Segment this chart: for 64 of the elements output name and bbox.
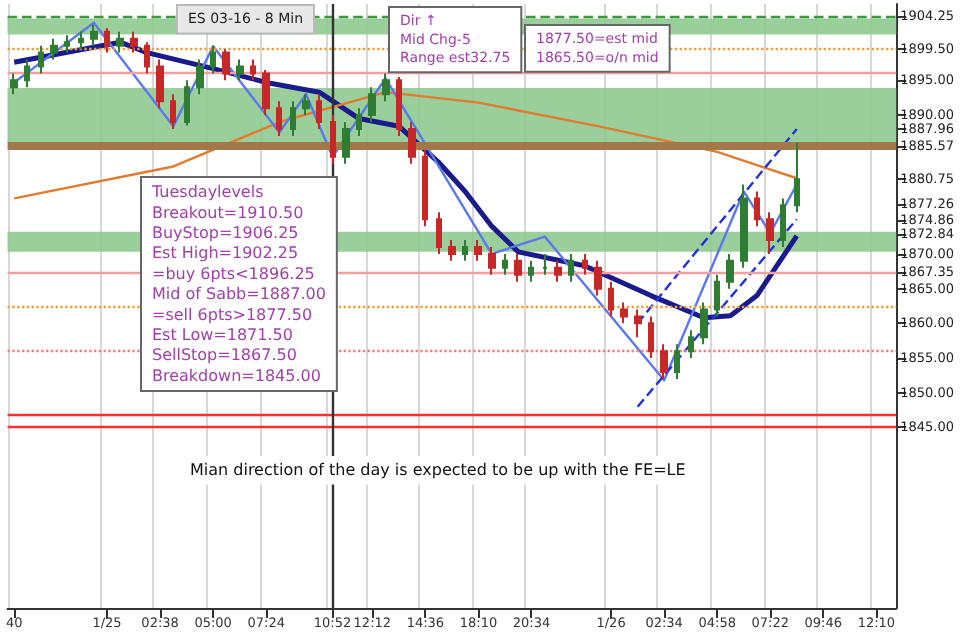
candlestick	[222, 48, 230, 82]
candlestick	[726, 252, 734, 290]
line-series	[12, 90, 798, 200]
candlestick	[196, 58, 204, 96]
candlestick	[766, 211, 774, 255]
candlestick	[542, 252, 548, 276]
text: Tuesdaylevels Breakout=1910.50 BuyStop=1906.25 Est High=1902.25 =buy 6pts<1896.25 Mid of Sabb=1887.00 =sell 6pts>1877.50 Est Low=1871.50 SellStop=1867.50 Breakdown=1845.00	[152, 183, 326, 385]
candlestick	[780, 197, 786, 248]
candlestick	[184, 79, 190, 127]
candlestick	[144, 41, 150, 75]
candlestick	[316, 93, 322, 130]
candlestick	[130, 30, 138, 54]
candlestick	[64, 34, 70, 54]
candlestick	[514, 252, 522, 283]
candlestick	[502, 252, 508, 276]
candlestick	[700, 301, 708, 346]
candlestick	[290, 100, 296, 137]
line-series	[12, 21, 798, 382]
candlestick	[382, 72, 390, 103]
candlestick	[608, 280, 614, 318]
candlestick	[156, 58, 164, 110]
candlestick	[422, 148, 428, 228]
candlestick	[408, 121, 416, 165]
candlestick	[50, 37, 58, 61]
candlestick	[250, 58, 256, 82]
candlestick	[210, 44, 216, 75]
candlestick	[104, 27, 110, 54]
candlestick	[436, 211, 442, 255]
candlestick	[90, 23, 98, 47]
candlestick	[448, 239, 456, 262]
candlestick	[582, 252, 588, 276]
candlestick	[38, 44, 44, 75]
candlestick	[78, 30, 84, 51]
candlestick	[660, 343, 668, 380]
candlestick	[342, 121, 350, 165]
candlestick	[554, 259, 562, 283]
candlestick	[302, 93, 310, 117]
candlestick	[368, 86, 376, 124]
candlestick	[396, 75, 402, 137]
candlestick	[474, 239, 482, 262]
candlestick	[10, 72, 18, 96]
candlestick	[462, 239, 468, 262]
candlestick	[236, 58, 244, 82]
candlestick	[794, 141, 800, 214]
candlestick	[24, 58, 30, 89]
candlestick	[714, 273, 720, 318]
candlestick	[170, 93, 176, 130]
candlestick	[688, 329, 694, 360]
candlestick	[594, 259, 602, 297]
candlestick	[488, 245, 496, 276]
candlestick	[740, 183, 748, 269]
candlestick	[116, 30, 124, 54]
candlestick	[620, 301, 628, 325]
annotation: Mian direction of the day is expected to be up with the FE=LE	[190, 461, 686, 480]
candlestick	[356, 107, 362, 137]
candlestick	[754, 190, 760, 228]
candlestick	[568, 252, 574, 283]
candlestick	[648, 315, 654, 360]
candlestick	[276, 100, 282, 137]
candlestick	[528, 259, 534, 283]
candlestick	[330, 114, 336, 165]
candlestick	[674, 343, 680, 380]
candlestick	[262, 68, 270, 117]
candlestick	[634, 308, 642, 339]
